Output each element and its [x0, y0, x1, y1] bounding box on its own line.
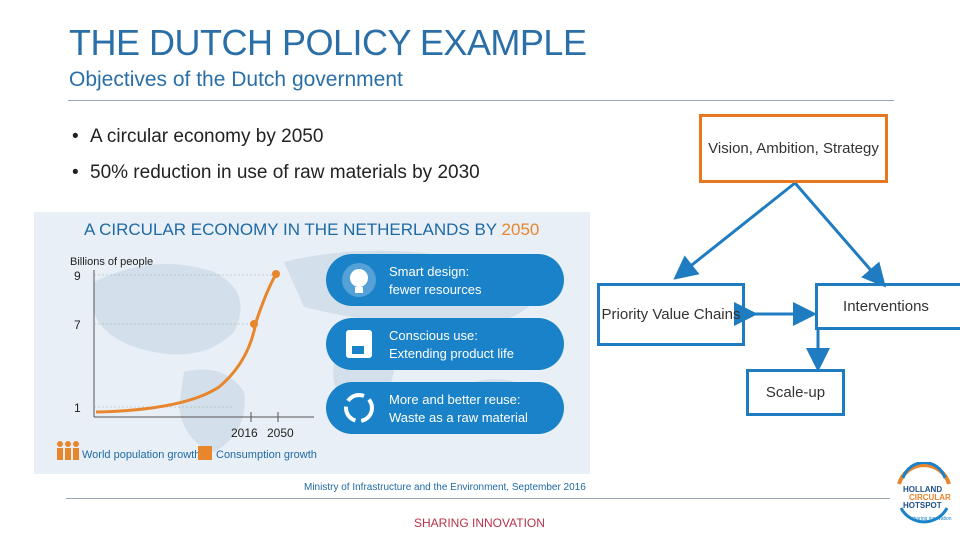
infographic-title: A CIRCULAR ECONOMY IN THE NETHERLANDS BY…: [84, 220, 539, 239]
y-tick-label: 9: [74, 269, 81, 283]
svg-text:fewer resources: fewer resources: [389, 282, 482, 297]
svg-text:Smart design:: Smart design:: [389, 264, 469, 279]
infographic-source: Ministry of Infrastructure and the Envir…: [304, 482, 586, 493]
recycle-icon: [344, 393, 374, 423]
svg-text:CIRCULAR: CIRCULAR: [909, 493, 951, 502]
y-tick-label: 7: [74, 318, 81, 332]
svg-text:Waste as a raw material: Waste as a raw material: [389, 410, 528, 425]
arrow-vision-to-interventions: [793, 182, 886, 288]
logo-arc-bottom: [899, 507, 949, 524]
interventions-box: Interventions: [815, 283, 960, 330]
slide-title: THE DUTCH POLICY EXAMPLE: [69, 22, 587, 63]
pill-smart-design: Smart design: fewer resources: [326, 254, 564, 306]
x-tick-label: 2050: [267, 426, 294, 440]
consumption-growth-curve: [95, 273, 278, 414]
bullet-item: • A circular economy by 2050: [72, 126, 324, 147]
curve-point: [250, 320, 258, 328]
footer-text: SHARING INNOVATION: [414, 516, 545, 530]
bullet-text: A circular economy by 2050: [90, 126, 324, 147]
logo-arc-blue: [901, 462, 947, 479]
chart-ylabel: Billions of people: [70, 256, 153, 268]
svg-text:Consumption growth: Consumption growth: [216, 449, 317, 461]
circular-economy-infographic: A CIRCULAR ECONOMY IN THE NETHERLANDS BY…: [34, 212, 590, 494]
logo-arc-orange: [897, 463, 951, 485]
svg-text:HOLLAND: HOLLAND: [903, 485, 942, 494]
legend-consumption: Consumption growth: [198, 446, 317, 461]
svg-text:HOTSPOT: HOTSPOT: [903, 501, 942, 510]
bullet-item: • 50% reduction in use of raw materials b…: [72, 162, 480, 183]
svg-text:Conscious use:: Conscious use:: [389, 328, 478, 343]
pill-reuse: More and better reuse: Waste as a raw ma…: [326, 382, 564, 434]
legend-world-population: World population growth: [57, 441, 200, 461]
shopping-bag-icon: [198, 446, 212, 460]
curve-point: [272, 270, 280, 278]
svg-text:World population growth: World population growth: [82, 449, 200, 461]
diagram-arrows: [673, 181, 886, 372]
title-divider: [68, 100, 894, 101]
svg-text:Extending product life: Extending product life: [389, 346, 514, 361]
footer-divider: [66, 498, 890, 499]
svg-text:More and better reuse:: More and better reuse:: [389, 392, 521, 407]
people-icon: [57, 441, 79, 460]
priority-value-chains-box: Priority Value Chains: [597, 283, 745, 346]
x-tick-label: 2016: [231, 426, 258, 440]
scale-up-box: Scale-up: [746, 369, 845, 416]
vision-box: Vision, Ambition, Strategy: [699, 114, 888, 183]
y-tick-label: 1: [74, 401, 81, 415]
lightbulb-icon: [350, 269, 368, 287]
holland-circular-hotspot-logo: HOLLAND CIRCULAR HOTSPOT sharing innovat…: [897, 462, 952, 524]
bullet-text: 50% reduction in use of raw materials by…: [90, 162, 480, 183]
arrow-vision-to-priority: [673, 181, 796, 280]
pill-conscious-use: Conscious use: Extending product life: [326, 318, 564, 370]
slide-subtitle: Objectives of the Dutch government: [69, 68, 403, 91]
svg-text:sharing innovation: sharing innovation: [911, 516, 952, 522]
